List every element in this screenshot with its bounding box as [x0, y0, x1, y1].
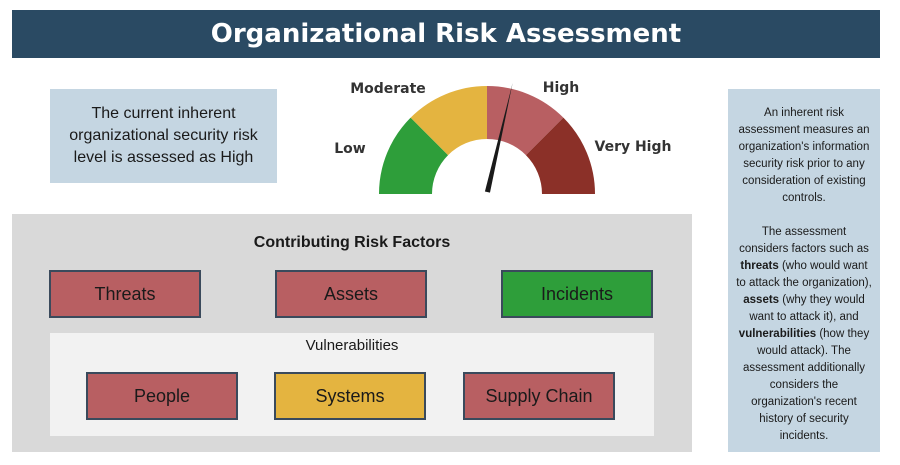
vulnerabilities-panel: Vulnerabilities People Systems Supply Ch… — [50, 333, 654, 436]
sidebar-term-vulnerabilities: vulnerabilities — [738, 328, 817, 340]
vuln-people-label: People — [133, 385, 191, 406]
page-title: Organizational Risk Assessment — [210, 19, 682, 49]
gauge-segment-moderate — [410, 86, 487, 156]
gauge-segment-low — [379, 117, 449, 194]
sidebar-paragraph-1: An inherent risk assessment measures an … — [738, 107, 870, 204]
factor-incidents: Incidents — [501, 270, 653, 318]
gauge-label-low: Low — [334, 141, 366, 157]
factor-threats: Threats — [49, 270, 201, 318]
risk-summary-text: The current inherent organizational secu… — [69, 105, 258, 166]
gauge-segment-high — [487, 86, 564, 156]
vuln-people: People — [86, 372, 238, 420]
factor-incidents-label: Incidents — [540, 283, 614, 304]
vuln-supply-chain: Supply Chain — [463, 372, 615, 420]
risk-gauge: Low Moderate High Very High — [334, 80, 672, 194]
sidebar-text-threats-desc: (who would want to attack the organizati… — [736, 260, 872, 289]
vuln-systems-label: Systems — [315, 385, 385, 406]
gauge-label-moderate: Moderate — [350, 81, 426, 97]
sidebar-text-assets-desc: (why they would want to attack it), and — [749, 294, 865, 323]
vulnerabilities-title: Vulnerabilities — [305, 337, 399, 354]
factor-assets: Assets — [275, 270, 427, 318]
sidebar-text-intro: The assessment considers factors such as — [739, 226, 869, 255]
vuln-systems: Systems — [274, 372, 426, 420]
gauge-label-very-high: Very High — [595, 139, 672, 155]
gauge-label-high: High — [543, 80, 580, 96]
sidebar-term-threats: threats — [740, 260, 779, 272]
title-bar: Organizational Risk Assessment — [12, 10, 880, 58]
gauge-segments — [379, 86, 595, 194]
sidebar-term-assets: assets — [743, 294, 780, 306]
risk-summary-box: The current inherent organizational secu… — [50, 89, 277, 183]
sidebar-text-vuln-desc: (how they would attack). The assessment … — [742, 328, 870, 442]
gauge-needle — [484, 82, 513, 193]
risk-factors-title: Contributing Risk Factors — [253, 234, 451, 251]
sidebar-paragraph-2: The assessment considers factors such as… — [736, 224, 872, 445]
risk-factors-panel: Contributing Risk Factors Threats Assets… — [12, 214, 692, 452]
gauge-segment-very-high — [525, 117, 595, 194]
factor-assets-label: Assets — [323, 283, 379, 304]
factor-threats-label: Threats — [94, 283, 156, 304]
vuln-supply-chain-label: Supply Chain — [485, 385, 593, 406]
explanation-sidebar: An inherent risk assessment measures an … — [728, 89, 880, 452]
